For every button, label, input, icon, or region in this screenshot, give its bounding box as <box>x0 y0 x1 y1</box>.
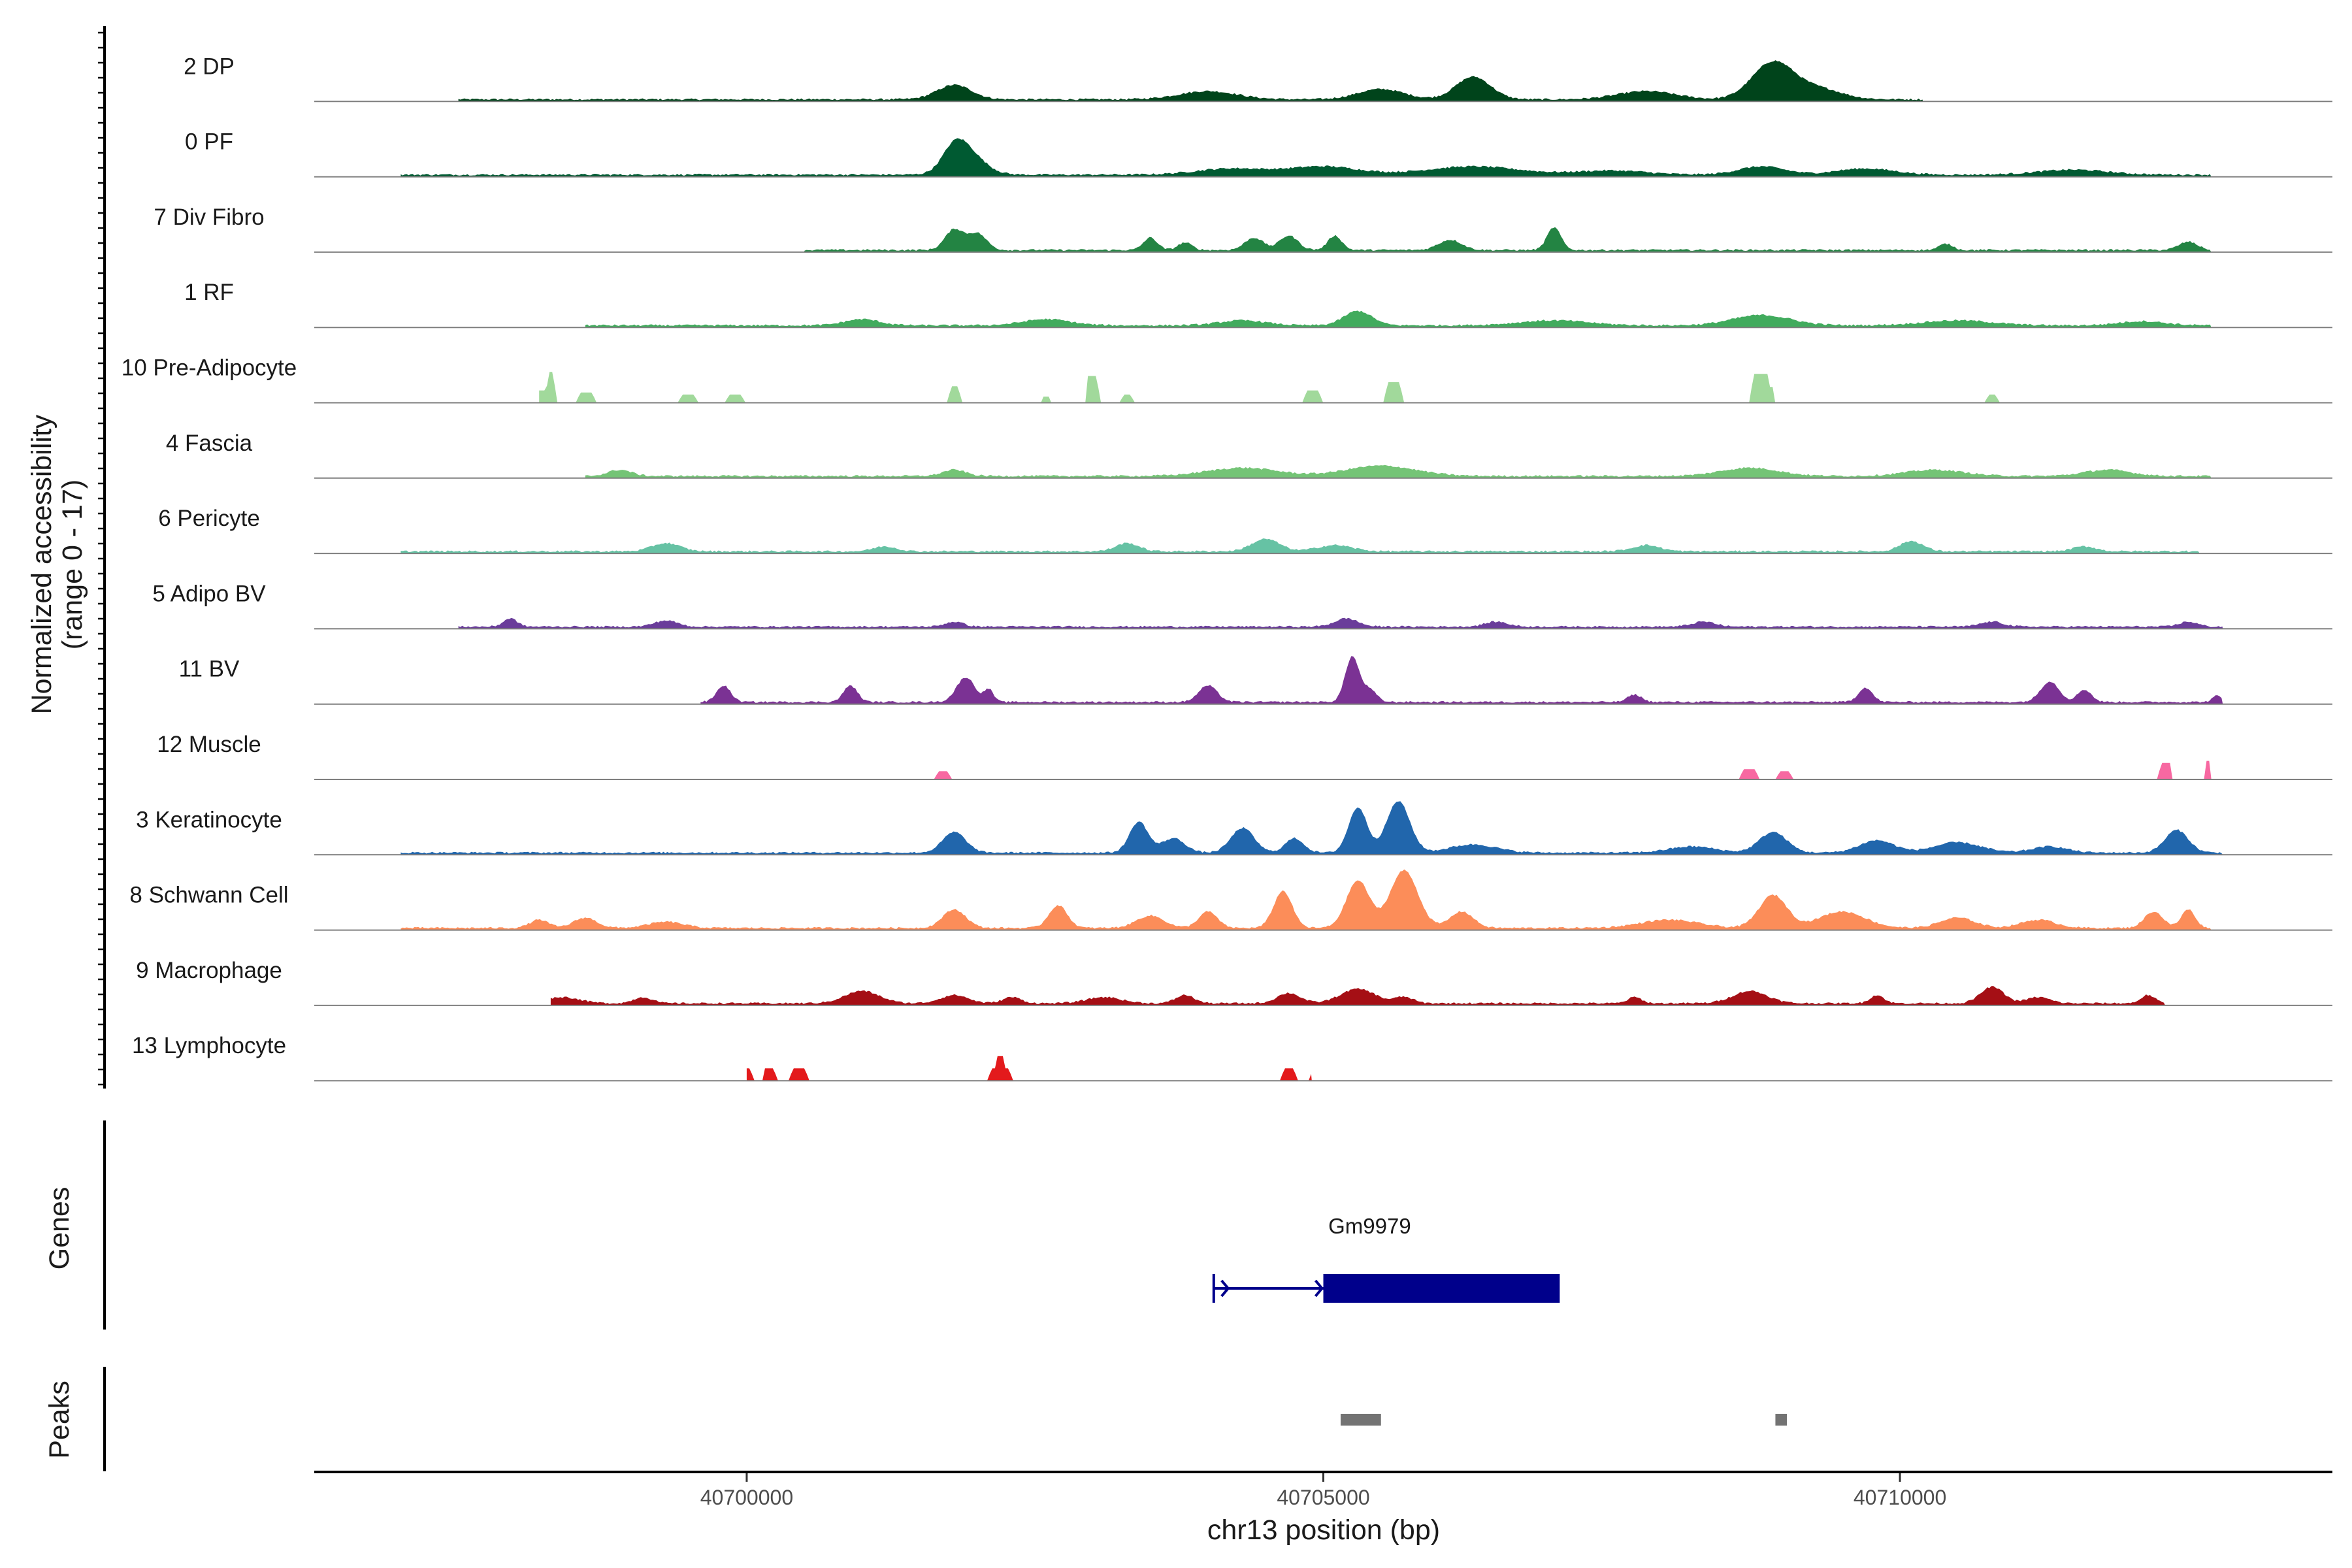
y-axis-title: Normalized accessibility (range 0 - 17) <box>26 414 88 714</box>
coverage-tracks: 2 DP 0 PF 7 Div Fibro 1 RF 10 Pre-Adipocyte 4… <box>122 54 2332 1082</box>
track-label: 7 Div Fibro <box>154 204 264 230</box>
x-tick-label: 40710000 <box>1854 1486 1946 1509</box>
track-8-schwann-cell: 8 Schwann Cell <box>129 869 2332 931</box>
genes-panel: Genes Gm9979 <box>44 1120 1560 1330</box>
coverage-area <box>539 372 2189 403</box>
x-axis-ticks: 40700000 40705000 40710000 <box>700 1473 1946 1509</box>
coverage-area <box>400 869 2212 930</box>
gene-strand-arrow <box>1220 1279 1230 1298</box>
track-label: 4 Fascia <box>166 431 253 456</box>
track-label: 6 Pericyte <box>158 506 260 531</box>
gene-exon <box>1323 1274 1560 1303</box>
coverage-area <box>458 617 2223 629</box>
track-label: 5 Adipo BV <box>152 581 266 606</box>
genes-panel-label: Genes <box>44 1187 75 1270</box>
track-2-dp: 2 DP <box>184 54 2332 103</box>
track-7-div-fibro: 7 Div Fibro <box>154 204 2332 253</box>
track-3-keratinocyte: 3 Keratinocyte <box>136 801 2332 856</box>
track-12-muscle: 12 Muscle <box>157 732 2332 780</box>
gene-label: Gm9979 <box>1328 1214 1411 1238</box>
peaks-panel: Peaks <box>44 1367 1788 1471</box>
x-axis: 40700000 40705000 40710000 chr13 position … <box>314 1471 2332 1546</box>
track-label: 9 Macrophage <box>136 958 282 983</box>
track-13-lymphocyte: 13 Lymphocyte <box>132 1033 2332 1082</box>
y-axis <box>98 26 106 1089</box>
x-axis-title: chr13 position (bp) <box>1207 1514 1440 1546</box>
track-0-pf: 0 PF <box>185 129 2332 178</box>
coverage-area <box>585 310 2212 328</box>
track-6-pericyte: 6 Pericyte <box>158 506 2332 555</box>
y-axis-title-line2: (range 0 - 17) <box>57 480 88 650</box>
coverage-area <box>400 138 2212 177</box>
track-label: 3 Keratinocyte <box>136 807 282 832</box>
track-label: 8 Schwann Cell <box>129 883 288 908</box>
coverage-area <box>700 656 2223 704</box>
track-label: 12 Muscle <box>157 732 261 757</box>
track-label: 13 Lymphocyte <box>132 1033 286 1058</box>
coverage-area <box>746 1056 1312 1081</box>
coverage-area <box>804 227 2212 252</box>
coverage-area <box>458 60 1923 102</box>
peak-region <box>1340 1414 1381 1426</box>
track-label: 0 PF <box>185 129 233 155</box>
y-axis-title-line1: Normalized accessibility <box>26 414 57 714</box>
coverage-area <box>400 801 2223 855</box>
track-5-adipo-bv: 5 Adipo BV <box>152 581 2332 630</box>
coverage-area <box>400 538 2200 554</box>
coverage-area <box>550 986 2166 1005</box>
x-tick-label: 40705000 <box>1277 1486 1369 1509</box>
gene-strand-arrow <box>1314 1279 1324 1298</box>
track-11-bv: 11 BV <box>179 656 2332 705</box>
track-label: 11 BV <box>179 657 240 682</box>
track-1-rf: 1 RF <box>184 280 2332 329</box>
track-label: 2 DP <box>184 54 235 79</box>
track-label: 1 RF <box>184 280 234 305</box>
coverage-area <box>585 465 2212 478</box>
peak-region <box>1775 1414 1788 1426</box>
peak-regions <box>1340 1414 1788 1426</box>
coverage-area <box>931 760 2212 779</box>
track-9-macrophage: 9 Macrophage <box>136 958 2332 1006</box>
gene-gm9979: Gm9979 <box>1212 1214 1560 1303</box>
peaks-panel-label: Peaks <box>44 1380 75 1459</box>
track-label: 10 Pre-Adipocyte <box>122 355 297 381</box>
track-10-pre-adipocyte: 10 Pre-Adipocyte <box>122 355 2332 404</box>
x-tick-label: 40700000 <box>700 1486 793 1509</box>
gene-models: Gm9979 <box>1212 1214 1560 1303</box>
track-4-fascia: 4 Fascia <box>166 431 2332 479</box>
